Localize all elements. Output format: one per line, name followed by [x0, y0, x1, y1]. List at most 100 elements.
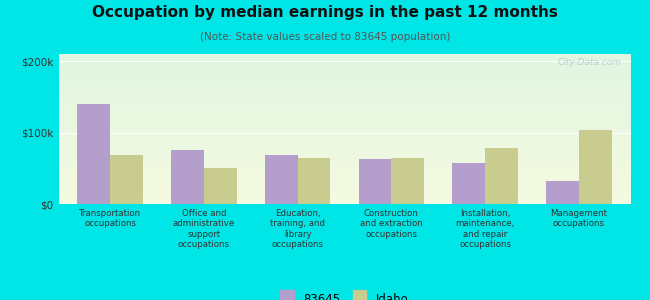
- Bar: [171, 150, 204, 204]
- Bar: [58, 196, 630, 198]
- Bar: [58, 70, 630, 72]
- Bar: [58, 190, 630, 192]
- Bar: [58, 105, 630, 106]
- Bar: [58, 63, 630, 64]
- Bar: [58, 118, 630, 120]
- Bar: [359, 159, 391, 204]
- Bar: [58, 103, 630, 105]
- Bar: [58, 128, 630, 129]
- Bar: [58, 85, 630, 87]
- Bar: [58, 66, 630, 68]
- Bar: [58, 136, 630, 138]
- Bar: [58, 99, 630, 100]
- Bar: [58, 76, 630, 78]
- Bar: [58, 61, 630, 63]
- Bar: [58, 132, 630, 134]
- Bar: [58, 184, 630, 186]
- Bar: [58, 180, 630, 182]
- Bar: [58, 201, 630, 202]
- Bar: [58, 171, 630, 172]
- Bar: [58, 124, 630, 126]
- Bar: [58, 165, 630, 166]
- Bar: [485, 148, 518, 204]
- Bar: [58, 164, 630, 165]
- Bar: [58, 72, 630, 74]
- Bar: [58, 198, 630, 200]
- Bar: [58, 129, 630, 130]
- Bar: [58, 162, 630, 164]
- Bar: [452, 163, 485, 204]
- Bar: [58, 192, 630, 194]
- Bar: [58, 122, 630, 123]
- Bar: [58, 159, 630, 160]
- Bar: [58, 153, 630, 154]
- Bar: [58, 74, 630, 75]
- Bar: [58, 169, 630, 171]
- Bar: [58, 84, 630, 86]
- Bar: [265, 155, 298, 204]
- Bar: [58, 160, 630, 162]
- Bar: [58, 177, 630, 178]
- Text: Occupation by median earnings in the past 12 months: Occupation by median earnings in the pas…: [92, 4, 558, 20]
- Bar: [58, 186, 630, 188]
- Bar: [58, 152, 630, 153]
- Bar: [58, 120, 630, 122]
- Bar: [77, 104, 110, 204]
- Bar: [58, 75, 630, 76]
- Bar: [58, 183, 630, 184]
- Bar: [58, 150, 630, 152]
- Bar: [58, 174, 630, 176]
- Bar: [58, 116, 630, 117]
- Bar: [204, 168, 237, 204]
- Bar: [58, 147, 630, 148]
- Bar: [58, 117, 630, 118]
- Bar: [58, 108, 630, 110]
- Bar: [58, 156, 630, 158]
- Bar: [58, 188, 630, 189]
- Bar: [58, 92, 630, 93]
- Bar: [58, 202, 630, 204]
- Bar: [58, 64, 630, 66]
- Bar: [58, 142, 630, 144]
- Bar: [58, 96, 630, 98]
- Bar: [58, 138, 630, 140]
- Bar: [58, 98, 630, 99]
- Bar: [58, 111, 630, 112]
- Bar: [58, 148, 630, 150]
- Bar: [58, 168, 630, 170]
- Bar: [58, 167, 630, 168]
- Bar: [298, 158, 330, 204]
- Bar: [58, 69, 630, 70]
- Bar: [58, 102, 630, 104]
- Bar: [58, 140, 630, 141]
- Bar: [58, 134, 630, 135]
- Bar: [58, 146, 630, 147]
- Bar: [58, 195, 630, 196]
- Bar: [58, 126, 630, 128]
- Bar: [58, 94, 630, 96]
- Bar: [58, 87, 630, 88]
- Bar: [58, 58, 630, 60]
- Bar: [58, 158, 630, 159]
- Bar: [58, 81, 630, 82]
- Bar: [58, 144, 630, 146]
- Bar: [58, 178, 630, 180]
- Bar: [58, 141, 630, 142]
- Bar: [58, 135, 630, 136]
- Bar: [58, 80, 630, 81]
- Bar: [58, 112, 630, 114]
- Bar: [58, 90, 630, 92]
- Bar: [58, 189, 630, 190]
- Bar: [58, 154, 630, 156]
- Bar: [58, 123, 630, 124]
- Bar: [58, 130, 630, 132]
- Bar: [58, 60, 630, 61]
- Text: City-Data.com: City-Data.com: [558, 58, 622, 68]
- Bar: [58, 54, 630, 56]
- Bar: [58, 68, 630, 69]
- Bar: [58, 78, 630, 80]
- Bar: [58, 200, 630, 201]
- Bar: [391, 158, 424, 204]
- Bar: [58, 176, 630, 177]
- Text: (Note: State values scaled to 83645 population): (Note: State values scaled to 83645 popu…: [200, 32, 450, 41]
